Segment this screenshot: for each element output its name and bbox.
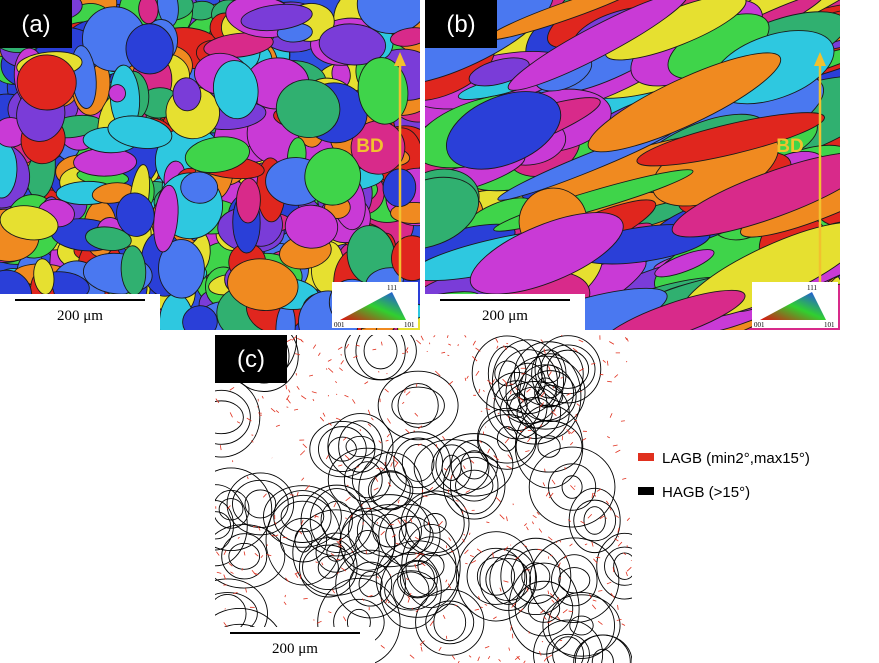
lagb [407,351,408,353]
scale-label: 200 μm [272,641,318,657]
lagb [581,391,582,392]
ipf-left: 001 [754,321,765,329]
legend-label: HAGB (>15°) [662,484,750,501]
lagb [465,563,467,564]
legend-label: LAGB (min2°,max15°) [662,450,810,467]
scale-label: 200 μm [482,308,528,324]
bd-label: BD [356,136,383,157]
lagb [562,436,563,440]
lagb [285,595,286,597]
bd-label: BD [776,136,803,157]
lagb [458,344,459,346]
lagb [606,518,607,519]
lagb [258,401,259,402]
lagb [398,501,399,503]
ipf-right: 101 [824,321,835,329]
lagb [554,409,555,411]
figure: (a) 200 μm BD 111 001 101 (b) 200 μm BD 111 001 101… [0,0,879,663]
ipf-top: 111 [807,284,817,292]
ipf-top: 111 [387,284,397,292]
legend-swatch [638,453,654,461]
lagb [387,373,388,374]
legend-swatch [638,487,654,495]
lagb [405,389,406,393]
lagb [618,536,619,537]
lagb [422,490,423,493]
lagb [257,407,258,408]
lagb [511,391,512,394]
ipf-left: 001 [334,321,345,329]
panel-label: (b) [446,11,475,38]
panel-label: (a) [21,11,50,38]
lagb [512,634,513,639]
ipf-right: 101 [404,321,415,329]
panel-label: (c) [237,346,265,373]
scale-label: 200 μm [57,308,103,324]
